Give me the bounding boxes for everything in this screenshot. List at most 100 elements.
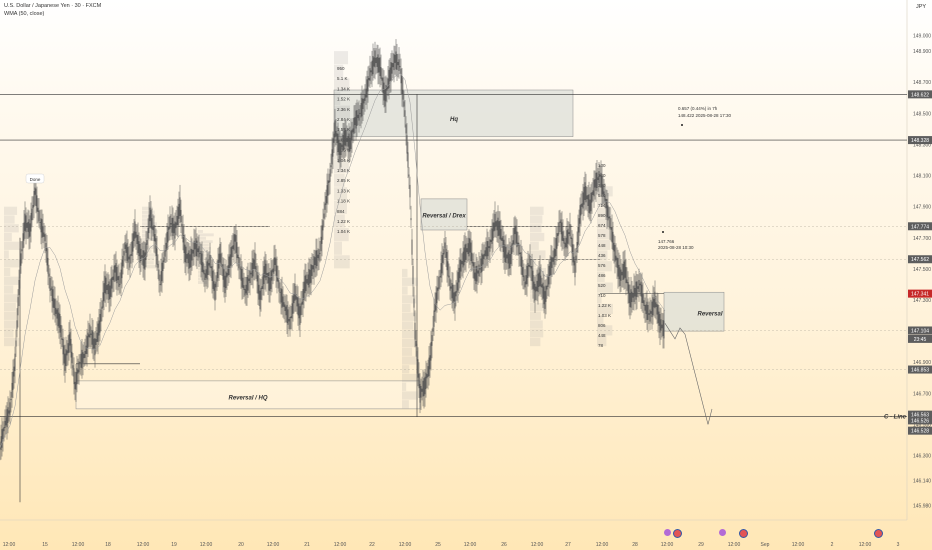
candle-body — [330, 165, 332, 168]
y-tick-label: 147.300 — [913, 298, 931, 304]
x-tick-label: 2 — [831, 542, 834, 548]
x-tick-label: 29 — [698, 542, 704, 548]
price-tag — [908, 326, 932, 335]
candle-body — [562, 231, 564, 242]
candle-body — [82, 352, 84, 363]
x-tick-label: 26 — [501, 542, 507, 548]
candle-body — [423, 378, 425, 397]
candle-body — [112, 276, 114, 280]
volume-bar — [334, 91, 341, 106]
candle-body — [567, 228, 569, 244]
candle-body — [352, 128, 354, 133]
vp-label: 890 — [598, 213, 606, 218]
candle-body — [256, 271, 258, 282]
vp-label: 1.33 K — [337, 188, 350, 193]
volume-bar — [334, 187, 348, 201]
candle-body — [471, 252, 473, 264]
candle-body — [609, 216, 611, 229]
x-tick-label: 19 — [171, 542, 177, 548]
candle-body — [399, 66, 401, 68]
volume-bar — [402, 312, 417, 321]
candle-body — [486, 241, 488, 260]
candle-body — [18, 279, 20, 296]
volume-bar — [142, 237, 158, 242]
us-flag-icon[interactable] — [739, 529, 748, 538]
volume-bar — [530, 311, 541, 320]
candle-body — [29, 223, 31, 237]
candle-body — [603, 191, 605, 198]
candle-body — [410, 218, 412, 221]
candle-body — [167, 226, 169, 243]
candle-body — [570, 236, 572, 240]
volume-bar — [142, 226, 150, 230]
candle-body — [292, 295, 294, 314]
candle-body — [246, 276, 248, 296]
price-tags-layer: 148.622 148.328 147.774 147.562 147.341 147.1… — [908, 90, 932, 435]
candle-body — [431, 335, 433, 346]
candle-body — [39, 222, 41, 223]
candle-body — [424, 376, 426, 395]
candle-body — [50, 288, 52, 290]
candle-body — [232, 245, 234, 249]
event-icon[interactable] — [664, 529, 671, 536]
candle-body — [439, 276, 441, 278]
candle-body — [332, 138, 334, 157]
volume-bar — [142, 241, 149, 246]
candle-body — [140, 248, 142, 261]
candle-body — [649, 309, 651, 322]
candle-body — [294, 283, 296, 301]
candle-body — [583, 186, 585, 205]
measure-mid-label: 147.766 — [658, 239, 675, 244]
volume-bar — [402, 347, 413, 356]
candle-body — [299, 306, 301, 325]
candle-body — [560, 219, 562, 235]
candle-body — [247, 275, 249, 291]
candle-body — [0, 436, 2, 451]
candle-body — [259, 290, 261, 310]
candle-body — [2, 428, 4, 440]
candle-body — [607, 205, 609, 221]
candle-body — [640, 281, 642, 297]
candle-body — [582, 192, 584, 209]
volume-bar — [334, 105, 350, 119]
candle-body — [305, 274, 307, 292]
candle-body — [129, 254, 131, 268]
volume-bar — [597, 325, 613, 336]
candle-body — [4, 420, 6, 429]
candle-body — [449, 278, 451, 291]
candle-body — [478, 264, 480, 277]
volume-bar — [4, 329, 14, 338]
candle-body — [16, 320, 18, 330]
candle-body — [541, 284, 543, 288]
candle-body — [105, 277, 107, 295]
candle-body — [183, 234, 185, 254]
candle-body — [496, 220, 498, 231]
us-flag-icon[interactable] — [874, 529, 883, 538]
candle-body — [397, 61, 399, 66]
us-flag-icon[interactable] — [673, 529, 682, 538]
candle-body — [174, 221, 176, 239]
candle-body — [282, 296, 284, 307]
candle-body — [620, 269, 622, 281]
vp-label: 1.18 K — [337, 199, 350, 204]
candle-body — [354, 117, 356, 126]
candle-body — [205, 269, 207, 278]
candle-body — [549, 261, 551, 276]
candle-body — [526, 265, 528, 285]
candle-body — [398, 59, 400, 71]
price-tag-label: 148.328 — [911, 138, 929, 144]
candle-body — [390, 62, 392, 81]
candle-body — [625, 267, 627, 284]
candle-body — [608, 216, 610, 219]
volume-bar — [334, 119, 339, 133]
x-tick-label: 12:00 — [531, 542, 544, 548]
measure-sublabel: 148.422 2025-08-28 17:30 — [678, 113, 732, 118]
candle-body — [313, 256, 315, 273]
candle-body — [210, 266, 212, 269]
event-icon[interactable] — [719, 529, 726, 536]
candle-body — [222, 264, 224, 280]
candle-body — [537, 273, 539, 293]
candle-body — [233, 234, 235, 251]
candle-body — [269, 277, 271, 292]
